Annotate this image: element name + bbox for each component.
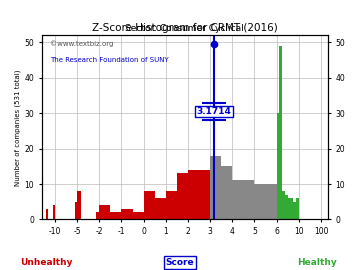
Y-axis label: Number of companies (531 total): Number of companies (531 total) bbox=[15, 69, 22, 185]
Text: Unhealthy: Unhealthy bbox=[21, 258, 73, 267]
Bar bbox=[285, 195, 288, 220]
Bar bbox=[155, 198, 166, 220]
Bar bbox=[288, 198, 291, 220]
Text: Sector: Consumer Cyclical: Sector: Consumer Cyclical bbox=[125, 24, 244, 33]
Text: Score: Score bbox=[166, 258, 194, 267]
Bar bbox=[266, 184, 276, 220]
Bar bbox=[132, 212, 144, 220]
Text: ©www.textbiz.org: ©www.textbiz.org bbox=[50, 41, 114, 48]
Bar bbox=[77, 191, 81, 220]
Bar bbox=[75, 202, 77, 220]
Bar bbox=[243, 181, 255, 220]
Bar bbox=[293, 202, 296, 220]
Bar bbox=[291, 198, 293, 220]
Bar bbox=[96, 212, 99, 220]
Bar bbox=[276, 113, 279, 220]
Bar bbox=[166, 191, 177, 220]
Text: 3.1714: 3.1714 bbox=[197, 107, 231, 116]
Bar bbox=[255, 184, 266, 220]
Bar bbox=[232, 181, 243, 220]
Bar bbox=[121, 209, 132, 220]
Bar bbox=[188, 170, 199, 220]
Bar bbox=[221, 166, 232, 220]
Title: Z-Score Histogram for CRMT (2016): Z-Score Histogram for CRMT (2016) bbox=[92, 23, 278, 33]
Bar bbox=[282, 191, 285, 220]
Bar bbox=[99, 205, 111, 220]
Text: The Research Foundation of SUNY: The Research Foundation of SUNY bbox=[50, 57, 169, 63]
Bar bbox=[53, 205, 55, 220]
Bar bbox=[279, 46, 282, 220]
Bar bbox=[144, 191, 155, 220]
Bar bbox=[46, 209, 48, 220]
Bar bbox=[177, 173, 188, 220]
Text: Healthy: Healthy bbox=[297, 258, 337, 267]
Bar bbox=[296, 198, 299, 220]
Bar bbox=[210, 156, 221, 220]
Bar bbox=[199, 170, 210, 220]
Bar bbox=[111, 212, 121, 220]
